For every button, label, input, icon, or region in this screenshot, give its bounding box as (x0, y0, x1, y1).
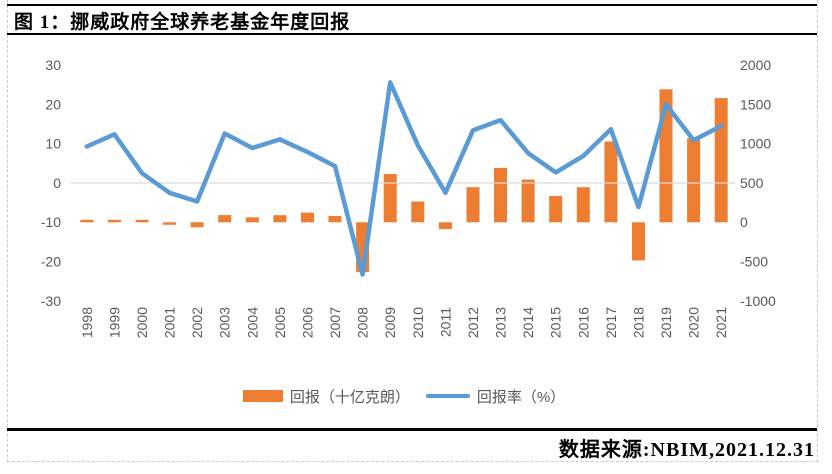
bar-2017[interactable] (604, 141, 618, 223)
x-label-2015: 2015 (548, 307, 564, 338)
bar-2000[interactable] (135, 219, 149, 223)
bar-1999[interactable] (107, 219, 121, 223)
bar-series (80, 89, 728, 273)
bar-2012[interactable] (466, 187, 480, 223)
bar-2003[interactable] (218, 215, 232, 223)
x-label-2020: 2020 (686, 307, 702, 338)
x-label-2011: 2011 (437, 307, 453, 337)
left-tick-label: -10 (41, 214, 61, 230)
bar-2011[interactable] (438, 222, 452, 230)
chart-legend: 回报（十亿克朗） 回报率（%） (73, 385, 735, 407)
bar-2009[interactable] (383, 174, 397, 223)
x-label-2018: 2018 (630, 307, 646, 338)
x-label-2013: 2013 (493, 307, 509, 338)
bar-2014[interactable] (521, 179, 535, 223)
x-label-1999: 1999 (106, 307, 122, 338)
left-tick-label: 10 (45, 136, 61, 152)
bar-2020[interactable] (687, 138, 701, 223)
right-axis-ticks: 2000 1500 1000 500 0 -500 -1000 (740, 57, 776, 309)
bar-2015[interactable] (549, 196, 563, 223)
x-label-2010: 2010 (410, 307, 426, 338)
right-tick-label: 1500 (740, 96, 771, 112)
bar-series-swatch (242, 390, 283, 402)
left-tick-label: 30 (45, 57, 61, 73)
return-rate-line[interactable] (84, 80, 724, 277)
bar-2016[interactable] (576, 187, 590, 223)
right-tick-label: 500 (740, 175, 764, 191)
bar-2007[interactable] (328, 216, 342, 223)
left-tick-label: -30 (41, 293, 61, 309)
x-label-2000: 2000 (134, 307, 150, 338)
right-tick-label: 1000 (740, 136, 771, 152)
legend-label-return: 回报（十亿克朗） (289, 388, 410, 406)
x-label-2002: 2002 (189, 307, 205, 338)
bar-2006[interactable] (301, 212, 314, 223)
x-label-2008: 2008 (355, 307, 371, 338)
bar-1998[interactable] (80, 219, 94, 223)
x-label-2016: 2016 (575, 307, 591, 338)
x-label-2001: 2001 (162, 307, 178, 338)
x-label-2009: 2009 (382, 307, 398, 338)
top-rule (7, 4, 817, 6)
figure-title: 图 1：挪威政府全球养老基金年度回报 (14, 12, 351, 33)
legend-item-return-rate[interactable]: 回报率（%） (425, 386, 566, 407)
x-axis-labels: 1998 1999 2000 2001 2002 2003 2004 2005 2006 2007… (79, 307, 729, 338)
legend-item-return[interactable]: 回报（十亿克朗） (242, 386, 410, 407)
title-divider-rule (7, 33, 817, 35)
right-tick-label: 0 (740, 214, 748, 230)
bottom-rule (7, 428, 817, 431)
data-source: 数据来源:NBIM,2021.12.31 (558, 439, 815, 461)
combo-chart: 3020100-10-20-302000150010005000-500-100… (41, 57, 776, 338)
x-label-2021: 2021 (713, 307, 729, 338)
right-tick-label: 2000 (740, 57, 771, 73)
x-label-2012: 2012 (465, 307, 481, 338)
x-label-2014: 2014 (520, 307, 536, 338)
bar-2013[interactable] (494, 167, 507, 223)
legend-label-return-rate: 回报率（%） (476, 388, 566, 406)
x-label-2004: 2004 (244, 307, 260, 338)
bar-2010[interactable] (411, 201, 425, 223)
bar-2018[interactable] (632, 222, 645, 261)
bar-2021[interactable] (714, 98, 728, 223)
x-label-2006: 2006 (299, 307, 315, 338)
bar-2001[interactable] (163, 222, 176, 225)
left-tick-label: 0 (53, 175, 61, 191)
x-label-1998: 1998 (79, 307, 95, 338)
left-tick-label: -20 (41, 254, 61, 270)
bar-2004[interactable] (245, 217, 259, 223)
x-label-2019: 2019 (658, 307, 674, 338)
bar-2002[interactable] (190, 222, 204, 228)
x-label-2007: 2007 (327, 307, 343, 338)
left-axis-ticks: 30 20 10 0 -10 -20 -30 (41, 57, 61, 309)
right-tick-label: -500 (740, 254, 768, 270)
x-label-2003: 2003 (217, 307, 233, 338)
x-label-2005: 2005 (272, 307, 288, 338)
right-tick-label: -1000 (740, 293, 776, 309)
line-series-swatch (425, 393, 470, 399)
bar-2005[interactable] (273, 215, 287, 223)
left-tick-label: 20 (45, 96, 61, 112)
x-label-2017: 2017 (603, 307, 619, 338)
